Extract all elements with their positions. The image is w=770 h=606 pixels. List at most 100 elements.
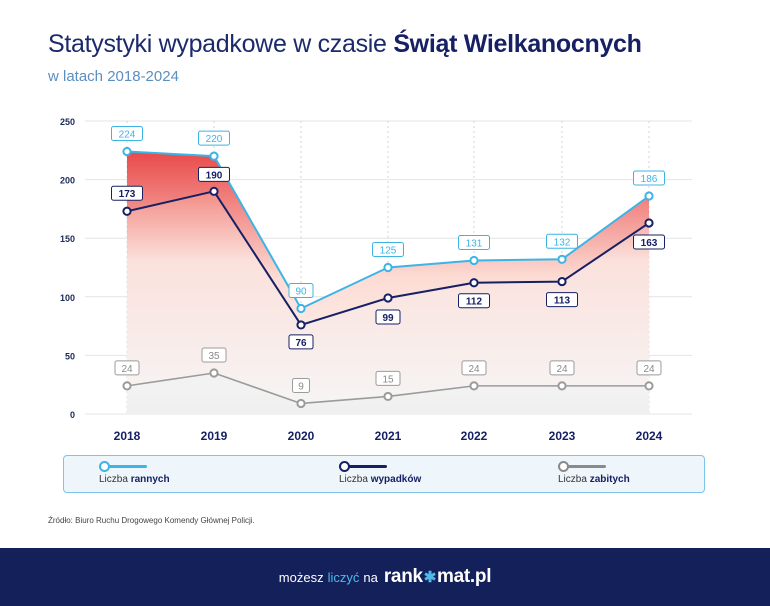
y-tick-label: 0: [70, 410, 75, 420]
data-label-rannych: 224: [119, 129, 136, 140]
x-tick-label: 2021: [375, 429, 402, 443]
data-label-box-zabitych: [549, 360, 575, 376]
data-label-zabitych: 24: [121, 364, 133, 375]
data-label-zabitych: 24: [643, 364, 655, 375]
legend-label-wypadkow: Liczba wypadków: [339, 474, 422, 485]
data-label-wypadkow: 163: [641, 238, 658, 249]
data-label-zabitych: 24: [556, 364, 568, 375]
legend-marker-zabitych: [558, 461, 569, 472]
data-label-box-wypadkow: [288, 334, 314, 350]
x-tick-label: 2019: [201, 429, 228, 443]
axis-layer: 0 50 100 150 200 250 2018 2019 2020 2021 2022 2023 2…: [60, 117, 663, 443]
legend-label-zabitych: Liczba zabitych: [558, 474, 630, 485]
data-point-rannych: [644, 191, 654, 201]
chart-title: Statystyki wypadkowe w czasie Świąt Wiel…: [48, 30, 642, 59]
data-label-box-wypadkow: [633, 234, 665, 250]
data-point-zabitych: [383, 391, 393, 402]
area-zabitych: [127, 372, 649, 414]
x-tick-label: 2022: [461, 429, 488, 443]
data-point-zabitych: [557, 381, 567, 391]
legend-marker-rannych: [99, 461, 110, 472]
x-tick-label: 2024: [636, 429, 663, 443]
y-tick-label: 200: [60, 176, 75, 186]
data-point-rannych: [557, 254, 567, 264]
data-label-box-rannych: [111, 125, 143, 141]
data-label-box-rannych: [198, 130, 230, 146]
data-point-wypadkow: [383, 293, 393, 303]
data-label-rannych: 220: [206, 134, 223, 145]
x-tick-label: 2020: [288, 429, 315, 443]
y-tick-label: 250: [60, 117, 75, 127]
data-point-wypadkow: [557, 276, 567, 287]
data-point-rannych: [296, 303, 306, 314]
data-point-wypadkow: [296, 320, 306, 330]
area-wypadkow: [127, 191, 649, 404]
data-label-box-zabitych: [114, 360, 140, 376]
data-label-wypadkow: 76: [295, 338, 307, 349]
data-label-wypadkow: 112: [466, 297, 483, 308]
data-label-rannych: 90: [295, 287, 307, 298]
data-label-zabitych: 24: [468, 364, 480, 375]
legend: Liczba rannych Liczba wypadków Liczba za…: [63, 455, 705, 493]
data-label-box-zabitych: [201, 347, 227, 363]
data-point-zabitych: [209, 368, 219, 378]
data-label-box-zabitych: [636, 360, 662, 376]
data-label-box-wypadkow: [546, 292, 578, 308]
footer-suffix: na: [363, 569, 378, 585]
data-point-zabitych: [122, 381, 132, 391]
data-label-wypadkow: 99: [382, 313, 394, 324]
data-point-wypadkow: [469, 278, 479, 288]
data-label-zabitych: 9: [298, 381, 304, 392]
title-bold: Świąt Wielkanocnych: [393, 30, 642, 58]
y-tick-label: 50: [65, 351, 75, 361]
data-label-wypadkow: 173: [119, 189, 136, 200]
data-point-zabitych: [469, 381, 479, 391]
data-label-rannych: 186: [641, 174, 658, 185]
x-tick-label: 2018: [114, 429, 141, 443]
data-label-box-wypadkow: [198, 166, 230, 182]
legend-line-wypadkow: [339, 465, 387, 468]
legend-line-rannych: [99, 465, 147, 468]
data-label-box-wypadkow: [375, 309, 401, 325]
data-label-wypadkow: 113: [554, 296, 571, 307]
data-point-rannych: [469, 255, 479, 266]
title-prefix: Statystyki wypadkowe w czasie: [48, 30, 394, 58]
data-label-box-rannych: [458, 234, 490, 250]
data-label-box-wypadkow: [458, 293, 490, 309]
data-point-zabitych: [296, 398, 306, 409]
data-label-box-rannych: [288, 283, 314, 299]
legend-line-zabitych: [558, 465, 606, 468]
brand-star-icon: ✱: [423, 569, 437, 586]
data-label-box-zabitych: [375, 370, 401, 386]
data-point-wypadkow: [122, 206, 132, 216]
data-point-wypadkow: [209, 186, 219, 196]
brand-logo[interactable]: rank ✱ mat.pl: [383, 566, 492, 587]
data-label-box-zabitych: [461, 360, 487, 376]
data-label-wypadkow: 190: [206, 170, 223, 181]
data-label-box-rannych: [372, 242, 404, 257]
line-layer: [122, 146, 654, 409]
data-label-zabitych: 15: [382, 374, 394, 385]
y-tick-label: 100: [60, 293, 75, 303]
y-tick-label: 150: [60, 234, 75, 244]
footer-highlight: liczyć: [327, 569, 360, 585]
data-point-rannych: [209, 151, 219, 161]
data-label-rannych: 125: [380, 246, 397, 257]
legend-marker-wypadkow: [339, 461, 350, 472]
data-point-zabitych: [644, 381, 654, 391]
data-label-box-zabitych: [292, 377, 310, 393]
data-label-zabitych: 35: [208, 351, 220, 362]
data-label-rannych: 131: [466, 238, 483, 249]
data-label-box-rannych: [546, 233, 578, 249]
legend-label-rannych: Liczba rannych: [99, 474, 170, 485]
source-note: Źródło: Biuro Ruchu Drogowego Komendy Gł…: [48, 516, 255, 525]
chart-subtitle: w latach 2018-2024: [48, 68, 179, 85]
footer-banner: możesz liczyć na rank ✱ mat.pl: [0, 548, 770, 606]
data-label-rannych: 132: [554, 237, 571, 248]
footer-prefix: możesz: [278, 569, 324, 585]
data-label-box-rannych: [633, 170, 665, 186]
data-label-box-wypadkow: [111, 185, 143, 201]
data-point-wypadkow: [644, 218, 654, 228]
data-point-rannych: [122, 146, 132, 157]
